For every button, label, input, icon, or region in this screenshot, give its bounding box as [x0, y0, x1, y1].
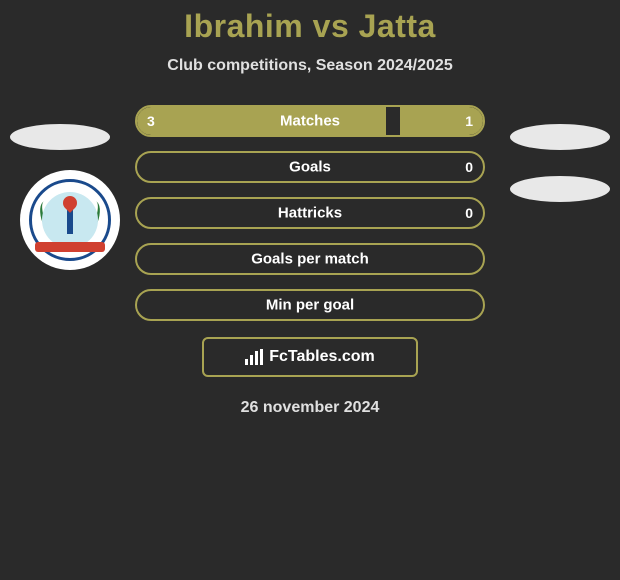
brand-box[interactable]: FcTables.com [202, 337, 418, 377]
stat-row: Goals 0 [0, 151, 620, 183]
stat-bar-track: Hattricks 0 [135, 197, 485, 229]
comparison-chart: Matches 3 1 Goals 0 Hattricks 0 Goals per match… [0, 105, 620, 321]
stat-value-right: 1 [465, 113, 473, 129]
date-text: 26 november 2024 [0, 399, 620, 417]
bar-left-fill [137, 107, 386, 135]
stat-label: Goals per match [251, 251, 369, 268]
stat-row: Hattricks 0 [0, 197, 620, 229]
brand-text: FcTables.com [269, 348, 375, 366]
stat-value-right: 0 [465, 159, 473, 175]
stat-bar-track: Goals per match [135, 243, 485, 275]
stat-bar-track: Goals 0 [135, 151, 485, 183]
stat-value-left: 3 [147, 113, 155, 129]
subtitle: Club competitions, Season 2024/2025 [0, 57, 620, 75]
bars-icon [245, 349, 263, 365]
stat-label: Goals [289, 159, 331, 176]
stat-bar-track: Matches 3 1 [135, 105, 485, 137]
page-title: Ibrahim vs Jatta [0, 0, 620, 45]
stat-row: Matches 3 1 [0, 105, 620, 137]
stat-label: Hattricks [278, 205, 342, 222]
stat-value-right: 0 [465, 205, 473, 221]
stat-label: Matches [280, 113, 340, 130]
stat-label: Min per goal [266, 297, 354, 314]
stat-row: Min per goal [0, 289, 620, 321]
stat-row: Goals per match [0, 243, 620, 275]
stat-bar-track: Min per goal [135, 289, 485, 321]
